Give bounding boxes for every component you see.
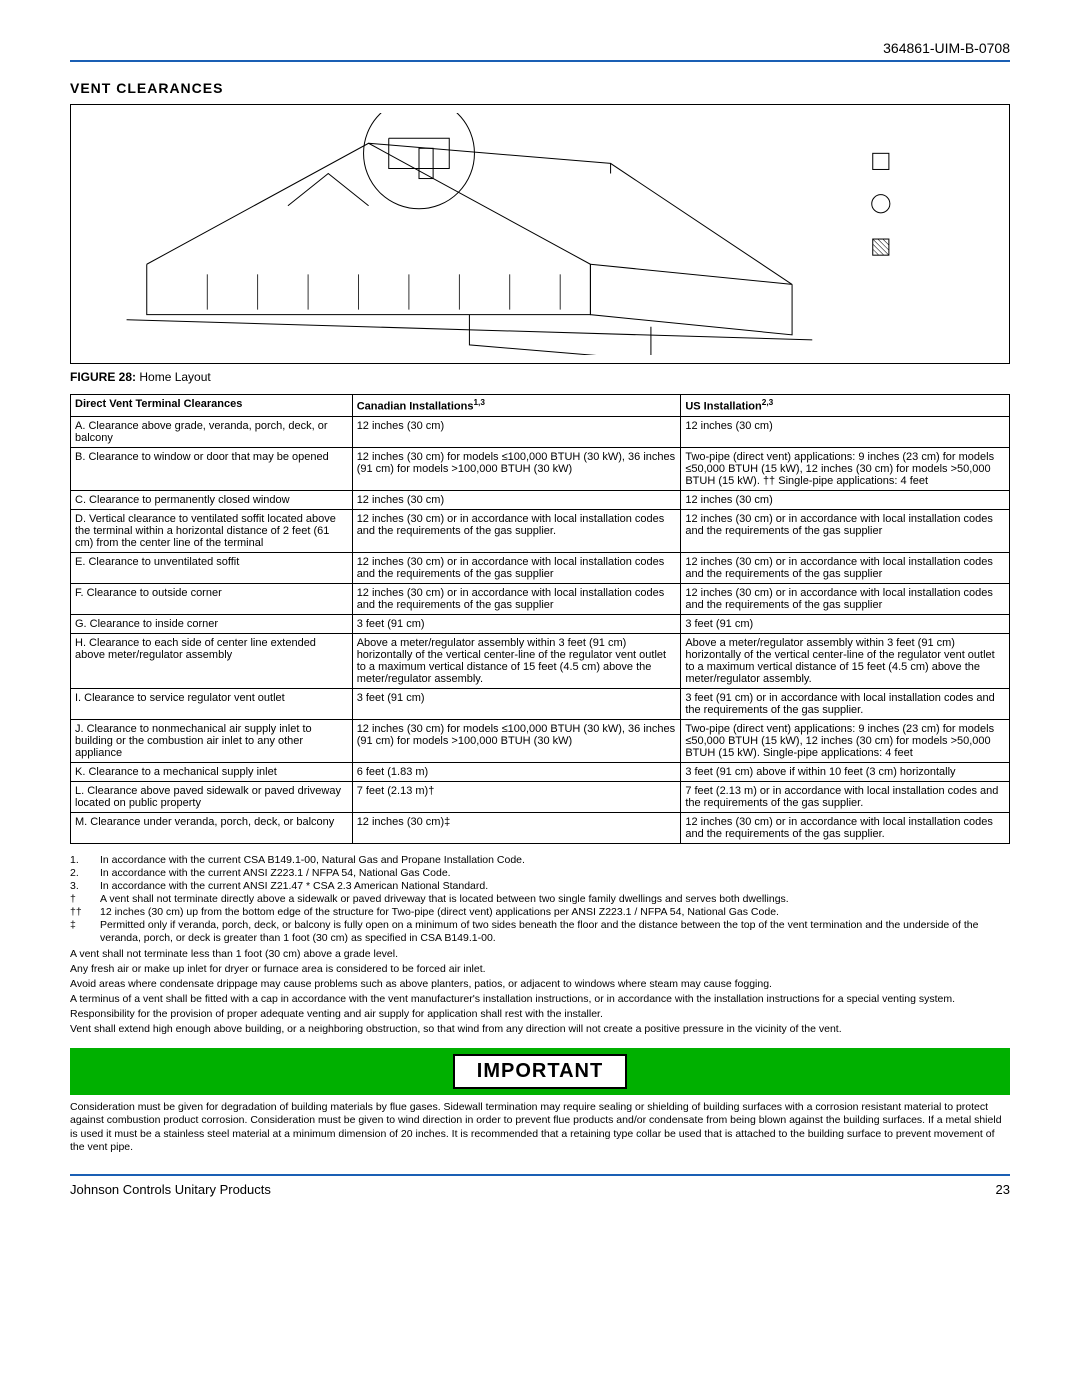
row-description: F. Clearance to outside corner — [71, 583, 353, 614]
footnote: 3.In accordance with the current ANSI Z2… — [70, 880, 1010, 893]
table-row: J. Clearance to nonmechanical air supply… — [71, 719, 1010, 762]
figure-label: FIGURE 28: — [70, 370, 136, 384]
footnote: †A vent shall not terminate directly abo… — [70, 893, 1010, 906]
row-us: 12 inches (30 cm) or in accordance with … — [681, 812, 1010, 843]
figure-caption-text: Home Layout — [139, 370, 210, 384]
footnote-plain: Vent shall extend high enough above buil… — [70, 1023, 1010, 1036]
row-us: 7 feet (2.13 m) or in accordance with lo… — [681, 781, 1010, 812]
row-canadian: 3 feet (91 cm) — [352, 688, 681, 719]
row-canadian: 12 inches (30 cm) — [352, 490, 681, 509]
table-row: F. Clearance to outside corner12 inches … — [71, 583, 1010, 614]
footnote: 2.In accordance with the current ANSI Z2… — [70, 867, 1010, 880]
table-row: D. Vertical clearance to ventilated soff… — [71, 509, 1010, 552]
important-label: IMPORTANT — [453, 1054, 627, 1089]
table-row: A. Clearance above grade, veranda, porch… — [71, 416, 1010, 447]
row-us: 3 feet (91 cm) or in accordance with loc… — [681, 688, 1010, 719]
document-header: 364861-UIM-B-0708 — [70, 40, 1010, 62]
figure-box — [70, 104, 1010, 364]
table-row: C. Clearance to permanently closed windo… — [71, 490, 1010, 509]
row-us: 12 inches (30 cm) — [681, 490, 1010, 509]
col-header-desc: Direct Vent Terminal Clearances — [71, 395, 353, 417]
footnote-plain: Responsibility for the provision of prop… — [70, 1008, 1010, 1021]
footnote-plain: A terminus of a vent shall be fitted wit… — [70, 993, 1010, 1006]
row-canadian: 6 feet (1.83 m) — [352, 762, 681, 781]
table-row: M. Clearance under veranda, porch, deck,… — [71, 812, 1010, 843]
row-description: L. Clearance above paved sidewalk or pav… — [71, 781, 353, 812]
table-row: G. Clearance to inside corner3 feet (91 … — [71, 614, 1010, 633]
row-description: H. Clearance to each side of center line… — [71, 633, 353, 688]
footnotes: 1.In accordance with the current CSA B14… — [70, 854, 1010, 1037]
row-canadian: 12 inches (30 cm)‡ — [352, 812, 681, 843]
row-description: D. Vertical clearance to ventilated soff… — [71, 509, 353, 552]
row-description: I. Clearance to service regulator vent o… — [71, 688, 353, 719]
footnote-plain: Any fresh air or make up inlet for dryer… — [70, 963, 1010, 976]
row-us: 12 inches (30 cm) — [681, 416, 1010, 447]
row-us: 3 feet (91 cm) above if within 10 feet (… — [681, 762, 1010, 781]
section-title: VENT CLEARANCES — [70, 80, 1010, 96]
page: 364861-UIM-B-0708 VENT CLEARANCES — [0, 0, 1080, 1227]
footnote-plain: Avoid areas where condensate drippage ma… — [70, 978, 1010, 991]
row-description: G. Clearance to inside corner — [71, 614, 353, 633]
important-band: IMPORTANT — [70, 1048, 1010, 1095]
page-footer: Johnson Controls Unitary Products 23 — [70, 1174, 1010, 1197]
col-header-canadian: Canadian Installations1,3 — [352, 395, 681, 417]
table-row: K. Clearance to a mechanical supply inle… — [71, 762, 1010, 781]
row-canadian: 3 feet (91 cm) — [352, 614, 681, 633]
footer-left: Johnson Controls Unitary Products — [70, 1182, 271, 1197]
important-text: Consideration must be given for degradat… — [70, 1101, 1010, 1154]
document-number: 364861-UIM-B-0708 — [883, 40, 1010, 56]
table-row: I. Clearance to service regulator vent o… — [71, 688, 1010, 719]
row-canadian: Above a meter/regulator assembly within … — [352, 633, 681, 688]
figure-caption: FIGURE 28: Home Layout — [70, 370, 1010, 384]
row-description: C. Clearance to permanently closed windo… — [71, 490, 353, 509]
row-canadian: 7 feet (2.13 m)† — [352, 781, 681, 812]
footnote: ††12 inches (30 cm) up from the bottom e… — [70, 906, 1010, 919]
row-us: 12 inches (30 cm) or in accordance with … — [681, 509, 1010, 552]
row-canadian: 12 inches (30 cm) for models ≤100,000 BT… — [352, 447, 681, 490]
row-description: K. Clearance to a mechanical supply inle… — [71, 762, 353, 781]
row-canadian: 12 inches (30 cm) — [352, 416, 681, 447]
row-description: B. Clearance to window or door that may … — [71, 447, 353, 490]
table-row: H. Clearance to each side of center line… — [71, 633, 1010, 688]
row-canadian: 12 inches (30 cm) or in accordance with … — [352, 583, 681, 614]
row-us: Two-pipe (direct vent) applications: 9 i… — [681, 719, 1010, 762]
row-canadian: 12 inches (30 cm) for models ≤100,000 BT… — [352, 719, 681, 762]
row-us: Two-pipe (direct vent) applications: 9 i… — [681, 447, 1010, 490]
table-row: E. Clearance to unventilated soffit12 in… — [71, 552, 1010, 583]
table-row: B. Clearance to window or door that may … — [71, 447, 1010, 490]
row-description: J. Clearance to nonmechanical air supply… — [71, 719, 353, 762]
row-us: 12 inches (30 cm) or in accordance with … — [681, 552, 1010, 583]
row-us: Above a meter/regulator assembly within … — [681, 633, 1010, 688]
row-canadian: 12 inches (30 cm) or in accordance with … — [352, 509, 681, 552]
row-description: A. Clearance above grade, veranda, porch… — [71, 416, 353, 447]
footnote-plain: A vent shall not terminate less than 1 f… — [70, 948, 1010, 961]
col-header-us: US Installation2,3 — [681, 395, 1010, 417]
row-canadian: 12 inches (30 cm) or in accordance with … — [352, 552, 681, 583]
row-us: 12 inches (30 cm) or in accordance with … — [681, 583, 1010, 614]
row-description: E. Clearance to unventilated soffit — [71, 552, 353, 583]
row-description: M. Clearance under veranda, porch, deck,… — [71, 812, 353, 843]
clearances-table: Direct Vent Terminal Clearances Canadian… — [70, 394, 1010, 844]
home-layout-diagram — [79, 113, 1001, 355]
table-row: L. Clearance above paved sidewalk or pav… — [71, 781, 1010, 812]
footnote: 1.In accordance with the current CSA B14… — [70, 854, 1010, 867]
row-us: 3 feet (91 cm) — [681, 614, 1010, 633]
footnote: ‡Permitted only if veranda, porch, deck,… — [70, 919, 1010, 945]
footer-page-number: 23 — [996, 1182, 1010, 1197]
